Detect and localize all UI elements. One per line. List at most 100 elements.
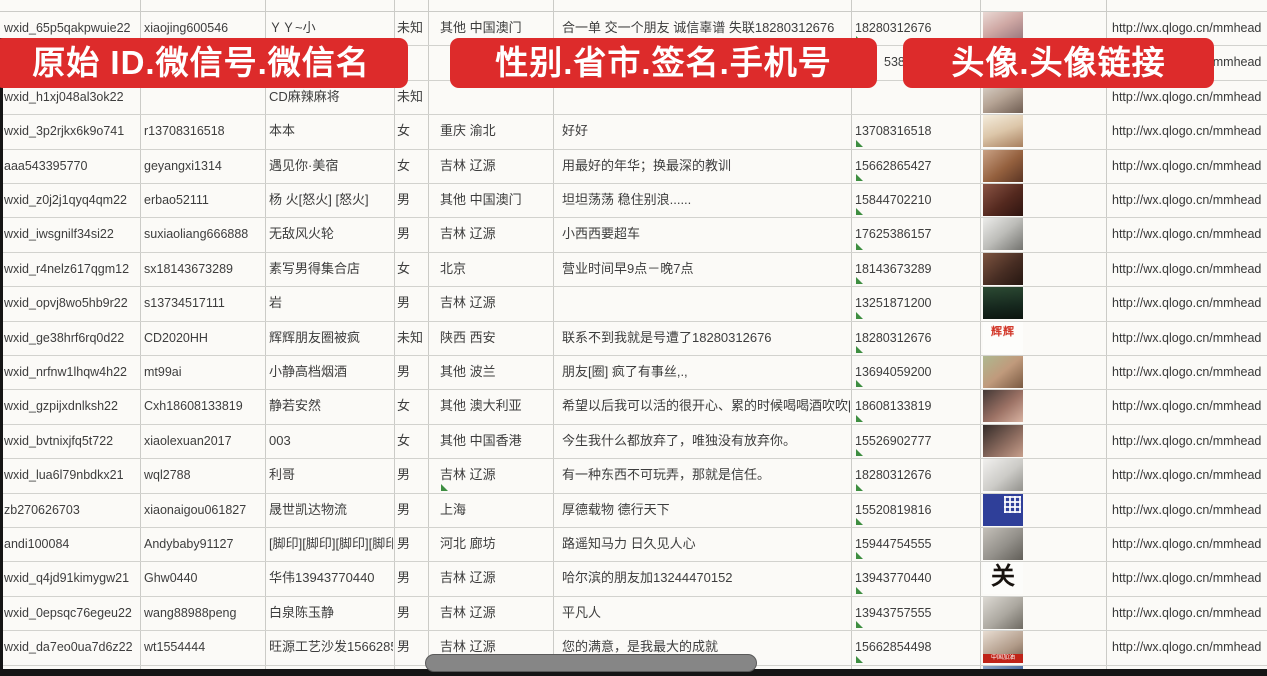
cell-avatar-link[interactable]: http://wx.qlogo.cn/mmhead [1112, 296, 1262, 311]
cell-wechat-name[interactable]: 杨 火[怒火] [怒火] [269, 183, 393, 217]
cell-region[interactable]: 其他 中国香港 [440, 424, 552, 458]
cell-gender[interactable]: 未知 [397, 321, 427, 355]
cell-wechat-name[interactable]: 003 [269, 424, 393, 458]
cell-wechat-id[interactable]: CD2020HH [144, 321, 264, 355]
cell-gender[interactable]: 男 [397, 527, 427, 561]
avatar-image[interactable] [983, 528, 1023, 560]
cell-signature[interactable]: 好好 [562, 114, 850, 148]
cell-wxid[interactable]: wxid_gzpijxdnlksh22 [4, 389, 139, 423]
avatar-image[interactable] [983, 356, 1023, 388]
cell-wechat-name[interactable]: 岩 [269, 286, 393, 320]
cell-region[interactable]: 吉林 辽源 [440, 217, 552, 251]
cell-region[interactable]: 其他 中国澳门 [440, 183, 552, 217]
cell-wxid[interactable]: wxid_bvtnixjfq5t722 [4, 424, 139, 458]
cell-region[interactable]: 河北 廊坊 [440, 527, 552, 561]
cell-signature[interactable]: 有一种东西不可玩弄，那就是信任。 [562, 458, 850, 492]
cell-signature[interactable]: 联系不到我就是号遭了18280312676 [562, 321, 850, 355]
cell-wechat-id[interactable]: geyangxi1314 [144, 149, 264, 183]
avatar-image[interactable]: 关 [983, 562, 1023, 595]
cell-gender[interactable]: 男 [397, 493, 427, 527]
cell-wxid[interactable]: wxid_opvj8wo5hb9r22 [4, 286, 139, 320]
cell-region[interactable]: 上海 [440, 493, 552, 527]
cell-avatar-link[interactable]: http://wx.qlogo.cn/mmhead [1112, 468, 1262, 483]
cell-wxid[interactable]: andi100084 [4, 527, 139, 561]
cell-gender[interactable]: 男 [397, 561, 427, 595]
cell-region[interactable]: 吉林 辽源 [440, 458, 552, 492]
cell-wechat-id[interactable]: xiaojing600546 [144, 11, 264, 45]
cell-wechat-id[interactable]: Andybaby91127 [144, 527, 264, 561]
cell-wxid[interactable]: zb270626703 [4, 493, 139, 527]
cell-phone[interactable]: 13943770440 [855, 561, 977, 595]
cell-region[interactable]: 吉林 辽源 [440, 630, 552, 664]
cell-wxid[interactable]: wxid_nrfnw1lhqw4h22 [4, 355, 139, 389]
cell-avatar-link[interactable]: http://wx.qlogo.cn/mmhead [1112, 89, 1262, 104]
cell-phone[interactable]: 13694059200 [855, 355, 977, 389]
cell-wechat-id[interactable]: mt99ai [144, 355, 264, 389]
cell-wechat-id[interactable]: Ghw0440 [144, 561, 264, 595]
cell-wechat-name[interactable]: 小静高档烟酒 [269, 355, 393, 389]
cell-phone[interactable]: 17625386157 [855, 217, 977, 251]
cell-wechat-name[interactable]: 利哥 [269, 458, 393, 492]
cell-wechat-name[interactable]: 本本 [269, 114, 393, 148]
cell-region[interactable]: 北京 [440, 252, 552, 286]
cell-wechat-name[interactable]: CD麻辣麻将 [269, 80, 393, 114]
cell-gender[interactable]: 女 [397, 114, 427, 148]
avatar-image[interactable] [983, 149, 1023, 182]
horizontal-scrollbar-thumb[interactable] [425, 654, 757, 672]
cell-wechat-id[interactable]: xiaonaigou061827 [144, 493, 264, 527]
cell-phone[interactable]: 15662854498 [855, 630, 977, 664]
cell-wxid[interactable]: wxid_z0j2j1qyq4qm22 [4, 183, 139, 217]
cell-wechat-name[interactable]: 无敌风火轮 [269, 217, 393, 251]
cell-wechat-id[interactable]: erbao52111 [144, 183, 264, 217]
cell-avatar-link[interactable]: http://wx.qlogo.cn/mmhead [1112, 571, 1262, 586]
cell-gender[interactable]: 男 [397, 630, 427, 664]
cell-wxid[interactable]: aaa543395770 [4, 149, 139, 183]
avatar-image[interactable] [983, 596, 1023, 629]
cell-signature[interactable]: 平凡人 [562, 596, 850, 630]
cell-gender[interactable]: 男 [397, 183, 427, 217]
cell-phone[interactable]: 15944754555 [855, 527, 977, 561]
cell-wxid[interactable]: wxid_65p5qakpwuie22 [4, 11, 139, 45]
cell-wxid[interactable]: wxid_lua6l79nbdkx21 [4, 458, 139, 492]
cell-wxid[interactable]: wxid_iwsgnilf34si22 [4, 217, 139, 251]
cell-wechat-name[interactable]: ＹＹ~小 [269, 11, 393, 45]
cell-wechat-name[interactable]: 素写男得集合店 [269, 252, 393, 286]
cell-wechat-id[interactable]: wang88988peng [144, 596, 264, 630]
cell-avatar-link[interactable]: http://wx.qlogo.cn/mmhead [1112, 502, 1262, 517]
cell-signature[interactable]: 今生我什么都放弃了，唯独没有放弃你。 [562, 424, 850, 458]
cell-avatar-link[interactable]: http://wx.qlogo.cn/mmhead [1112, 158, 1262, 173]
cell-phone[interactable]: 13251871200 [855, 286, 977, 320]
cell-avatar-link[interactable]: http://wx.qlogo.cn/mmhead [1112, 399, 1262, 414]
avatar-image[interactable] [983, 252, 1023, 285]
cell-wechat-name[interactable]: 白泉陈玉静 [269, 596, 393, 630]
cell-region[interactable]: 其他 中国澳门 [440, 11, 552, 45]
cell-wechat-name[interactable]: 晟世凯达物流 [269, 493, 393, 527]
cell-wxid[interactable]: wxid_3p2rjkx6k9o741 [4, 114, 139, 148]
cell-gender[interactable]: 未知 [397, 11, 427, 45]
avatar-image[interactable]: 辉辉 [983, 321, 1023, 354]
cell-phone[interactable]: 13708316518 [855, 114, 977, 148]
cell-avatar-link[interactable]: http://wx.qlogo.cn/mmhead [1112, 433, 1262, 448]
cell-gender[interactable]: 男 [397, 217, 427, 251]
cell-wechat-name[interactable]: 辉辉朋友圈被疯 [269, 321, 393, 355]
cell-avatar-link[interactable]: http://wx.qlogo.cn/mmhead [1112, 124, 1262, 139]
cell-phone[interactable]: 13943757555 [855, 596, 977, 630]
cell-wechat-id[interactable]: Cxh18608133819 [144, 389, 264, 423]
cell-phone[interactable]: 15844702210 [855, 183, 977, 217]
cell-signature[interactable]: 厚德载物 德行天下 [562, 493, 850, 527]
cell-wxid[interactable]: wxid_ge38hrf6rq0d22 [4, 321, 139, 355]
cell-region[interactable]: 其他 澳大利亚 [440, 389, 552, 423]
cell-phone[interactable]: 18280312676 [855, 458, 977, 492]
cell-wechat-name[interactable]: 旺源工艺沙发15662854 [269, 630, 393, 664]
avatar-image[interactable] [983, 493, 1023, 526]
cell-wxid[interactable]: wxid_h1xj048al3ok22 [4, 80, 139, 114]
cell-wechat-id[interactable]: xiaolexuan2017 [144, 424, 264, 458]
cell-region[interactable]: 吉林 辽源 [440, 561, 552, 595]
cell-wxid[interactable]: wxid_q4jd91kimygw21 [4, 561, 139, 595]
cell-gender[interactable]: 女 [397, 252, 427, 286]
cell-phone[interactable]: 15526902777 [855, 424, 977, 458]
cell-signature[interactable]: 小西西要超车 [562, 217, 850, 251]
avatar-image[interactable] [983, 287, 1023, 320]
cell-avatar-link[interactable]: http://wx.qlogo.cn/mmhead [1112, 640, 1262, 655]
cell-gender[interactable]: 女 [397, 424, 427, 458]
